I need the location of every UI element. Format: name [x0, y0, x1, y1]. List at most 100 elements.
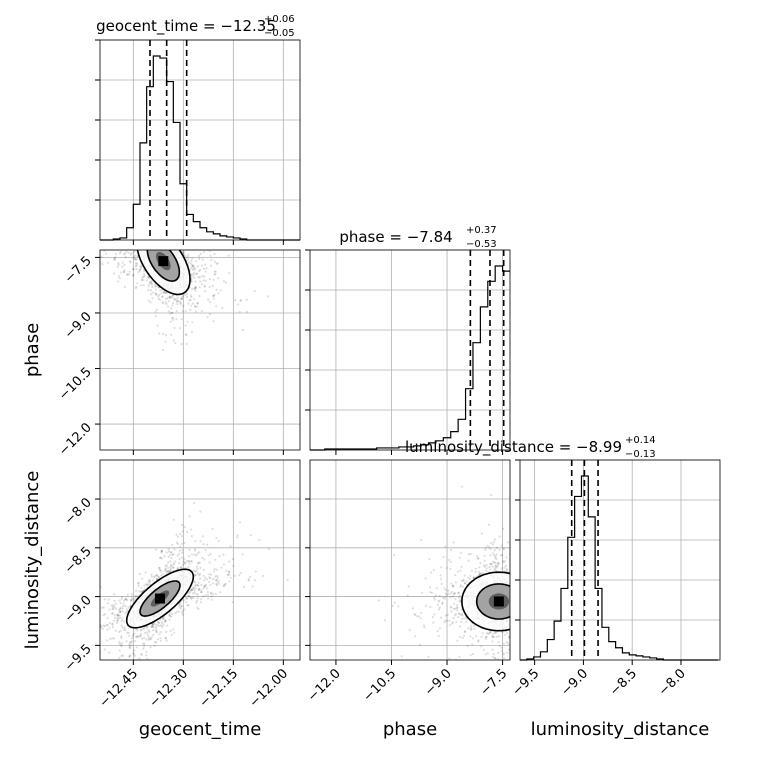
sample-point — [161, 295, 164, 299]
sample-point — [114, 258, 117, 261]
sample-point — [147, 197, 149, 199]
sample-point — [440, 582, 443, 586]
sample-point — [159, 182, 161, 184]
sample-point — [111, 605, 115, 608]
sample-point — [169, 615, 172, 618]
sample-point — [143, 584, 146, 587]
sample-point — [161, 214, 163, 216]
sample-point — [236, 534, 239, 537]
sample-point — [491, 635, 494, 638]
sample-point — [107, 246, 109, 248]
sample-point — [123, 269, 126, 272]
sample-point — [192, 501, 196, 505]
sample-point — [90, 620, 92, 622]
sample-point — [512, 598, 514, 600]
sample-point — [153, 640, 157, 644]
sample-point — [537, 585, 539, 587]
sample-point — [254, 570, 257, 573]
sample-point — [558, 560, 560, 562]
sample-point — [101, 215, 103, 217]
sample-point — [170, 563, 173, 567]
sample-point — [478, 697, 480, 699]
sample-point — [175, 189, 177, 191]
sample-point — [158, 566, 161, 570]
sample-point — [526, 609, 528, 611]
sample-point — [544, 588, 546, 590]
sample-point — [187, 253, 190, 256]
sample-point — [161, 617, 164, 620]
sample-point — [209, 577, 212, 580]
sample-point — [159, 639, 162, 642]
sample-point — [211, 284, 214, 288]
sample-point — [214, 272, 217, 276]
sample-point — [219, 591, 222, 594]
sample-point — [136, 282, 139, 285]
sample-point — [193, 580, 196, 583]
sample-point — [540, 613, 542, 615]
sample-point — [192, 264, 195, 268]
sample-point — [147, 242, 149, 244]
sample-point — [208, 250, 211, 252]
sample-point — [121, 265, 124, 268]
sample-point — [482, 648, 485, 652]
sample-point — [193, 549, 196, 552]
sample-point — [463, 582, 467, 585]
sample-point — [486, 652, 489, 655]
sample-point — [134, 250, 137, 252]
sample-point — [168, 613, 171, 616]
sample-point — [161, 295, 165, 298]
sample-point — [132, 652, 135, 655]
sample-point — [493, 554, 496, 557]
sample-point — [516, 562, 518, 564]
sample-point — [105, 623, 108, 626]
sample-point — [527, 600, 529, 602]
sample-point — [530, 603, 532, 605]
sample-point — [148, 246, 150, 248]
scatter-frame — [99, 249, 301, 451]
sample-point — [137, 228, 139, 230]
sample-point — [171, 294, 174, 297]
sample-point — [161, 244, 163, 246]
sample-point — [524, 583, 526, 585]
sample-point — [130, 644, 133, 647]
sample-point — [207, 580, 211, 583]
xtick-label: −7.5 — [477, 666, 510, 699]
sample-point — [141, 247, 143, 249]
sample-point — [472, 576, 475, 579]
sample-point — [539, 609, 541, 611]
sample-point — [137, 214, 139, 216]
sample-point — [151, 297, 154, 300]
sample-point — [222, 553, 225, 556]
title-phase-minus: −0.53 — [466, 239, 497, 250]
sample-point — [193, 548, 196, 551]
sample-point — [106, 617, 109, 620]
sample-point — [127, 606, 130, 609]
sample-point — [151, 245, 153, 247]
sample-point — [492, 552, 495, 555]
sample-point — [239, 571, 242, 575]
sample-point — [194, 286, 197, 289]
sample-point — [200, 590, 203, 594]
sample-point — [125, 250, 128, 253]
sample-point — [174, 560, 177, 563]
sample-point — [161, 242, 163, 244]
sample-point — [151, 208, 153, 210]
sample-point — [142, 627, 145, 631]
sample-point — [143, 237, 145, 239]
sample-point — [548, 606, 550, 608]
sample-point — [516, 627, 518, 629]
sample-point — [135, 589, 138, 593]
sample-point — [152, 625, 155, 629]
sample-point — [511, 599, 513, 601]
sample-point — [159, 637, 162, 640]
sample-point — [107, 261, 110, 264]
sample-point — [526, 571, 528, 573]
sample-point — [129, 646, 132, 649]
sample-point — [198, 257, 201, 261]
sample-point — [254, 579, 257, 582]
sample-point — [123, 263, 126, 266]
sample-point — [557, 609, 559, 611]
sample-point — [172, 518, 175, 521]
sample-point — [151, 228, 153, 230]
sample-point — [541, 623, 543, 625]
